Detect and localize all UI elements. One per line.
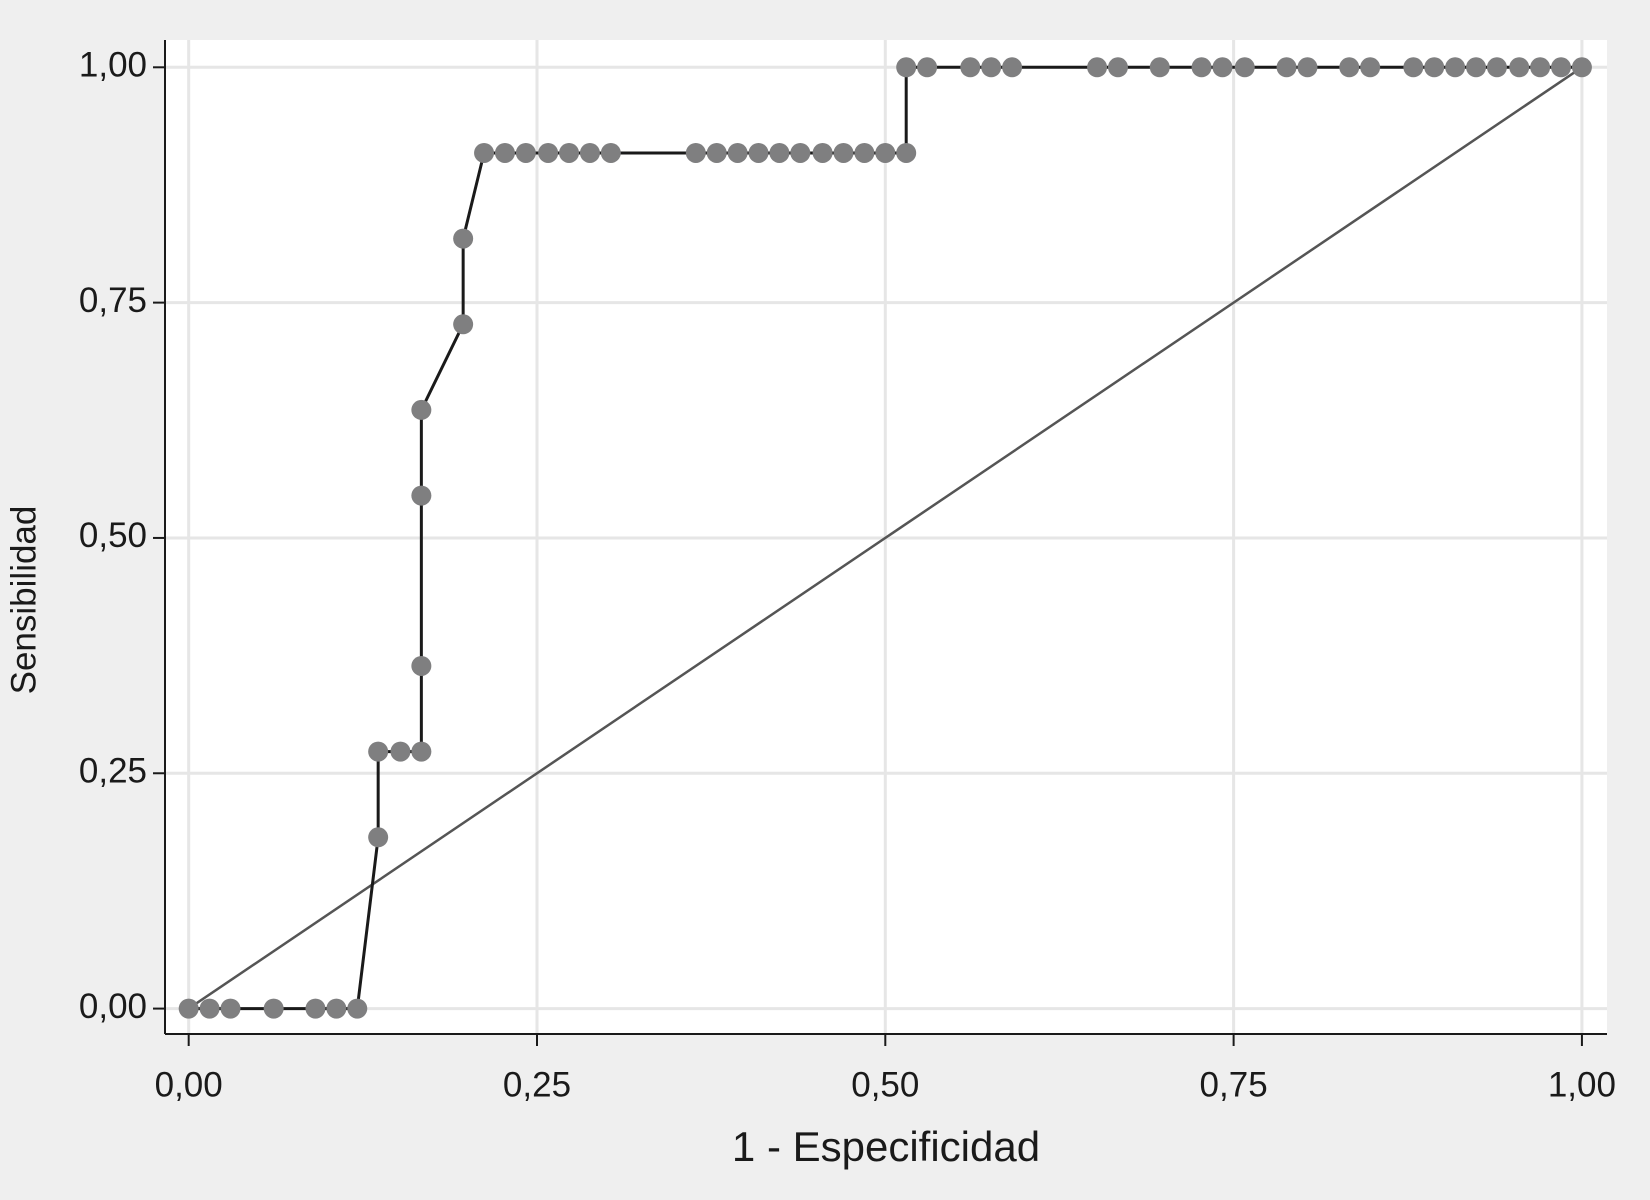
point <box>706 142 727 163</box>
x-tick-label: 0,50 <box>851 1065 919 1104</box>
point <box>220 998 241 1019</box>
point <box>1149 57 1170 78</box>
point <box>1445 57 1466 78</box>
point <box>1551 57 1572 78</box>
point <box>917 57 938 78</box>
point <box>263 998 284 1019</box>
y-axis-title: Sensibilidad <box>4 506 43 695</box>
point <box>727 142 748 163</box>
x-tick-label: 0,00 <box>155 1065 223 1104</box>
point <box>1107 57 1128 78</box>
point <box>559 142 580 163</box>
x-tick-label: 1,00 <box>1548 1065 1616 1104</box>
series-line <box>187 66 1583 1010</box>
point <box>896 142 917 163</box>
point <box>833 142 854 163</box>
point <box>411 741 432 762</box>
point <box>515 142 536 163</box>
point <box>896 57 917 78</box>
point <box>368 827 389 848</box>
y-tick-label: 1,00 <box>79 46 147 85</box>
point <box>1509 57 1530 78</box>
point <box>494 142 515 163</box>
x-axis-title: 1 - Especificidad <box>732 1123 1040 1170</box>
y-tick-label: 0,25 <box>79 752 147 791</box>
y-tick-label: 0,75 <box>79 281 147 320</box>
point <box>474 142 495 163</box>
point <box>1191 57 1212 78</box>
point <box>1212 57 1233 78</box>
point <box>305 998 326 1019</box>
point <box>1360 57 1381 78</box>
point <box>1339 57 1360 78</box>
series-line <box>188 65 1582 1011</box>
point <box>368 741 389 762</box>
y-tick-label: 0,00 <box>79 987 147 1026</box>
point <box>1530 57 1551 78</box>
point <box>1486 57 1507 78</box>
point <box>875 142 896 163</box>
x-tick-label: 0,75 <box>1200 1065 1268 1104</box>
point <box>1002 57 1023 78</box>
point <box>769 142 790 163</box>
point <box>854 142 875 163</box>
point <box>1234 57 1255 78</box>
point <box>790 142 811 163</box>
point <box>411 485 432 506</box>
y-tick-label: 0,50 <box>79 516 147 555</box>
point <box>1403 57 1424 78</box>
x-tick-label: 0,25 <box>503 1065 571 1104</box>
point <box>748 142 769 163</box>
point <box>812 142 833 163</box>
point <box>1466 57 1487 78</box>
point <box>960 57 981 78</box>
point <box>1297 57 1318 78</box>
point <box>685 142 706 163</box>
point <box>1571 57 1592 78</box>
point <box>600 142 621 163</box>
point <box>390 741 411 762</box>
point <box>981 57 1002 78</box>
point <box>453 228 474 249</box>
point <box>411 399 432 420</box>
point <box>1276 57 1297 78</box>
point <box>1424 57 1445 78</box>
point <box>199 998 220 1019</box>
point <box>411 655 432 676</box>
point <box>538 142 559 163</box>
point <box>178 998 199 1019</box>
point <box>579 142 600 163</box>
point <box>347 998 368 1019</box>
point <box>1087 57 1108 78</box>
point <box>326 998 347 1019</box>
point <box>453 314 474 335</box>
